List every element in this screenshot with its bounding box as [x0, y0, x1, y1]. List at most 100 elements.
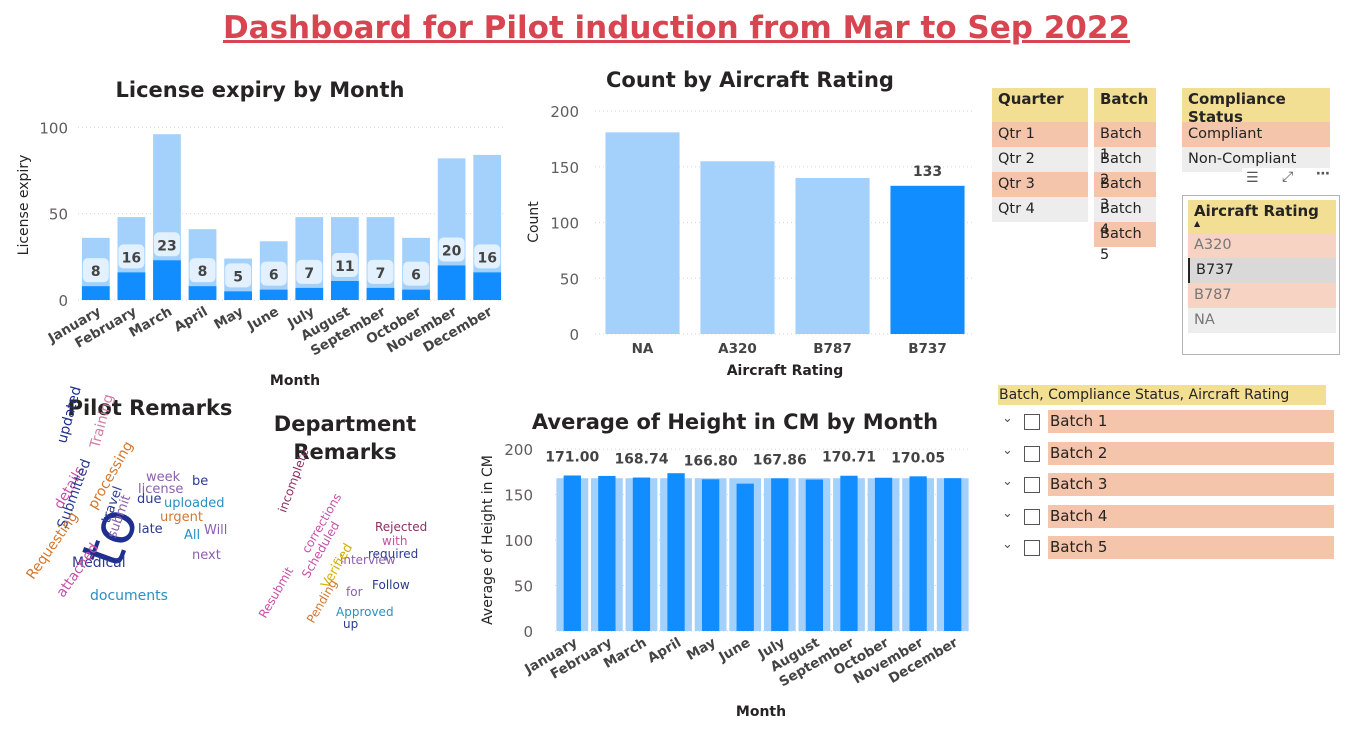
- hierarchy-item-label[interactable]: Batch 5: [1048, 536, 1334, 559]
- compliance-slicer-header: Compliance Status: [1182, 88, 1330, 126]
- department-remarks-word: up: [343, 617, 359, 631]
- pilot-remarks-word: week: [146, 470, 181, 485]
- pilot-remarks-word: uploaded: [164, 496, 225, 511]
- chevron-down-icon[interactable]: ⌄: [1002, 474, 1013, 489]
- compliance-slicer: Compliance Status Compliant Non-Compliant: [1182, 88, 1330, 172]
- aircraft-slicer-item[interactable]: NA: [1188, 308, 1336, 333]
- hierarchy-row[interactable]: ⌄ Batch 5: [998, 534, 1338, 565]
- batch-slicer: Batch Batch 1Batch 2Batch 3Batch 4Batch …: [1094, 88, 1156, 263]
- more-options-icon[interactable]: ⋯: [1316, 166, 1330, 182]
- chevron-down-icon[interactable]: ⌄: [1002, 505, 1013, 521]
- aircraft-slicer-item[interactable]: B787: [1188, 283, 1336, 308]
- batch-slicer-item[interactable]: Batch 5: [1094, 222, 1156, 263]
- y-tick-label: 50: [514, 578, 533, 596]
- quarter-slicer-item[interactable]: Qtr 4: [992, 197, 1088, 222]
- data-label: 8: [91, 264, 101, 280]
- hierarchy-row[interactable]: ⌄ Batch 3: [998, 471, 1338, 502]
- checkbox[interactable]: [1024, 414, 1040, 430]
- data-label: 170.05: [891, 450, 945, 466]
- batch-slicer-item[interactable]: Batch 3: [1094, 172, 1156, 213]
- data-label: 7: [376, 266, 386, 282]
- data-label: 16: [477, 250, 496, 266]
- data-label: 167.86: [753, 452, 807, 468]
- data-label: 6: [411, 268, 421, 284]
- quarter-slicer-item[interactable]: Qtr 3: [992, 172, 1088, 197]
- data-label-bg: [225, 263, 252, 288]
- x-tick-label: April: [645, 635, 684, 667]
- pilot-remarks-title: Pilot Remarks: [67, 396, 233, 420]
- quarter-slicer: Quarter Qtr 1 Qtr 2 Qtr 3 Qtr 4: [992, 88, 1088, 222]
- hierarchy-item-label[interactable]: Batch 1: [1048, 410, 1334, 433]
- bar-value: [366, 287, 395, 300]
- batch-slicer-item[interactable]: Batch 2: [1094, 147, 1156, 188]
- bar-value: [701, 479, 720, 631]
- data-label: 166.80: [684, 453, 738, 469]
- x-axis-title: Month: [270, 373, 320, 389]
- batch-slicer-item[interactable]: Batch 4: [1094, 197, 1156, 238]
- hierarchy-item-label[interactable]: Batch 3: [1048, 473, 1334, 496]
- bar-total: [295, 217, 324, 300]
- checkbox[interactable]: [1024, 477, 1040, 493]
- x-axis-title: Month: [736, 704, 786, 720]
- checkbox[interactable]: [1024, 540, 1040, 556]
- data-label: 170.71: [822, 450, 876, 466]
- hierarchy-row[interactable]: ⌄ Batch 4: [998, 503, 1338, 534]
- x-tick-label: May: [211, 304, 246, 333]
- bar-value: [473, 272, 502, 300]
- chevron-down-icon[interactable]: ⌄: [1002, 537, 1013, 552]
- bar-value: [840, 475, 858, 631]
- bar-value: [805, 479, 824, 631]
- hierarchy-row[interactable]: ⌄ Batch 1: [998, 408, 1338, 439]
- data-label-bg: [153, 232, 180, 257]
- quarter-slicer-header: Quarter: [992, 88, 1088, 122]
- quarter-slicer-item[interactable]: Qtr 2: [992, 147, 1088, 172]
- quarter-slicer-items: Qtr 1 Qtr 2 Qtr 3 Qtr 4: [992, 122, 1088, 222]
- filter-icon[interactable]: ☰: [1246, 170, 1259, 186]
- x-axis-title: Aircraft Rating: [727, 363, 844, 379]
- aircraft-slicer-item[interactable]: B737: [1188, 258, 1336, 283]
- hierarchy-item-label[interactable]: Batch 4: [1048, 504, 1334, 528]
- chevron-down-icon[interactable]: ⌄: [1002, 411, 1013, 426]
- pilot-remarks-word: urgent: [160, 510, 203, 525]
- data-label-bg: [118, 244, 145, 269]
- aircraft-slicer-item[interactable]: A320: [1188, 233, 1336, 258]
- y-tick-label: 200: [550, 103, 579, 121]
- data-label-bg: [331, 253, 358, 277]
- y-tick-label: 50: [49, 206, 68, 224]
- data-label: 6: [269, 268, 279, 284]
- batch-slicer-item[interactable]: Batch 1: [1094, 122, 1156, 163]
- focus-mode-icon[interactable]: ⤢: [1282, 169, 1294, 185]
- checkbox[interactable]: [1024, 508, 1040, 525]
- hierarchy-item-label[interactable]: Batch 2: [1048, 441, 1334, 465]
- compliance-slicer-item[interactable]: Compliant: [1182, 122, 1330, 147]
- compliance-slicer-item[interactable]: Non-Compliant: [1182, 147, 1330, 172]
- data-label: 8: [198, 264, 208, 280]
- y-tick-label: 150: [504, 487, 533, 505]
- x-tick-label: A320: [718, 341, 757, 357]
- visual-header-toolbar: ☰ ⤢ ⋯: [1242, 166, 1338, 190]
- chevron-down-icon[interactable]: ⌄: [1002, 442, 1013, 458]
- bar-value: [667, 473, 685, 631]
- data-label: 16: [122, 250, 141, 266]
- department-remarks-word: Resubmit: [255, 564, 297, 621]
- hierarchy-row[interactable]: ⌄ Batch 2: [998, 440, 1338, 471]
- sort-icon[interactable]: ▲: [1194, 219, 1201, 228]
- aircraft-rating-chart: 0 50 100 150 200 NA A320 B787 133 B737 Aircraft Ra…: [526, 103, 975, 379]
- pilot-remarks-word: license: [138, 482, 184, 497]
- data-label-bg: [367, 259, 394, 284]
- license-expiry-chart: 0501008January16February23March8April5Ma…: [16, 119, 505, 389]
- data-label: 11: [335, 259, 354, 275]
- bar-value: [153, 260, 181, 300]
- data-label: 171.00: [545, 449, 599, 465]
- quarter-slicer-item[interactable]: Qtr 1: [992, 122, 1088, 147]
- license-chart-title: License expiry by Month: [115, 78, 405, 102]
- y-tick-label: 0: [523, 623, 533, 641]
- bar-value: [224, 291, 253, 300]
- checkbox[interactable]: [1024, 445, 1040, 462]
- data-label-bg: [438, 237, 465, 262]
- y-tick-label: 0: [58, 292, 68, 310]
- data-label-bg: [296, 259, 323, 284]
- data-label-bg: [474, 244, 501, 269]
